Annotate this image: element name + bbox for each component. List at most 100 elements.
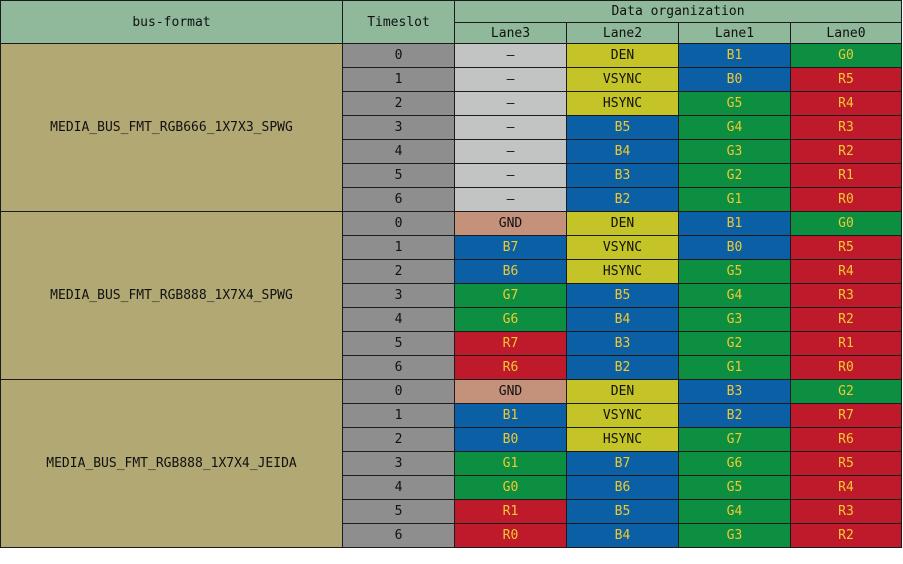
table-row: 4 G6 B4 G3 R2 <box>1 307 902 332</box>
lane2-cell: B4 <box>566 307 679 332</box>
table-row: 2 B6 HSYNC G5 R4 <box>1 259 902 284</box>
lane2-cell: B4 <box>566 523 679 548</box>
lane3-cell: GND <box>454 211 567 236</box>
lane1-cell: G4 <box>678 283 791 308</box>
timeslot-cell: 2 <box>342 91 455 116</box>
bus-format-cell: MEDIA_BUS_FMT_RGB666_1X7X3_SPWG <box>0 43 343 212</box>
lane1-cell: G1 <box>678 187 791 212</box>
timeslot-cell: 6 <box>342 523 455 548</box>
timeslot-cell: 3 <box>342 451 455 476</box>
lane0-header: Lane0 <box>790 22 902 44</box>
lane1-cell: G3 <box>678 139 791 164</box>
lane3-cell: — <box>454 163 567 188</box>
timeslot-cell: 4 <box>342 307 455 332</box>
table-row: 3— B5 G4 R3 <box>1 115 902 140</box>
lane0-cell: R0 <box>790 187 902 212</box>
table-row: 1 B1 VSYNC B2 R7 <box>1 403 902 428</box>
lane0-cell: R5 <box>790 235 902 260</box>
lane1-cell: G2 <box>678 331 791 356</box>
timeslot-cell: 0 <box>342 379 455 404</box>
lane0-cell: G0 <box>790 43 902 68</box>
lane3-cell: G1 <box>454 451 567 476</box>
timeslot-cell: 1 <box>342 235 455 260</box>
lane0-cell: R1 <box>790 331 902 356</box>
table-row: MEDIA_BUS_FMT_RGB888_1X7X4_SPWG 0 GND DEN B1… <box>0 211 902 380</box>
lane0-cell: R2 <box>790 307 902 332</box>
lane2-cell: VSYNC <box>566 67 679 92</box>
timeslot-cell: 4 <box>342 475 455 500</box>
lane3-cell: B7 <box>454 235 567 260</box>
lane1-cell: B1 <box>678 43 791 68</box>
lane3-cell: G6 <box>454 307 567 332</box>
lane0-cell: R3 <box>790 115 902 140</box>
bus-format-cell: MEDIA_BUS_FMT_RGB888_1X7X4_JEIDA <box>0 379 343 548</box>
lane3-cell: — <box>454 91 567 116</box>
table-row: 6— B2 G1 R0 <box>1 187 902 212</box>
lane3-cell: R7 <box>454 331 567 356</box>
lane0-cell: R2 <box>790 139 902 164</box>
lane3-cell: R1 <box>454 499 567 524</box>
timeslot-cell: 5 <box>342 331 455 356</box>
lane0-cell: R4 <box>790 91 902 116</box>
timeslot-cell: 3 <box>342 283 455 308</box>
lane1-cell: G4 <box>678 499 791 524</box>
lane0-cell: G2 <box>790 379 902 404</box>
timeslot-header: Timeslot <box>342 0 455 44</box>
lane3-cell: — <box>454 139 567 164</box>
lane2-cell: HSYNC <box>566 427 679 452</box>
timeslot-cell: 3 <box>342 115 455 140</box>
lane2-cell: B2 <box>566 355 679 380</box>
lane3-cell: — <box>454 187 567 212</box>
lane1-cell: B0 <box>678 67 791 92</box>
table-row: 5 R1 B5 G4 R3 <box>1 499 902 524</box>
lane0-cell: R2 <box>790 523 902 548</box>
lane2-cell: B5 <box>566 115 679 140</box>
lane0-cell: R5 <box>790 451 902 476</box>
lvds-bus-format-table: bus-format Timeslot Data organization La… <box>0 0 902 548</box>
lane1-cell: G7 <box>678 427 791 452</box>
table-row: MEDIA_BUS_FMT_RGB888_1X7X4_JEIDA 0 GND DEN B… <box>0 379 902 548</box>
lane0-cell: R0 <box>790 355 902 380</box>
timeslot-cell: 2 <box>342 427 455 452</box>
lane2-cell: B3 <box>566 163 679 188</box>
lane1-cell: G4 <box>678 115 791 140</box>
lane0-cell: R1 <box>790 163 902 188</box>
lane2-cell: HSYNC <box>566 91 679 116</box>
lane1-cell: G5 <box>678 259 791 284</box>
lane2-cell: B6 <box>566 475 679 500</box>
lane3-cell: R0 <box>454 523 567 548</box>
lane2-cell: B7 <box>566 451 679 476</box>
lane3-header: Lane3 <box>454 22 567 44</box>
lane2-cell: VSYNC <box>566 403 679 428</box>
lane3-cell: G7 <box>454 283 567 308</box>
lane2-cell: DEN <box>566 211 679 236</box>
lane1-cell: G5 <box>678 91 791 116</box>
timeslot-cell: 4 <box>342 139 455 164</box>
lane0-cell: R6 <box>790 427 902 452</box>
lane1-cell: G5 <box>678 475 791 500</box>
lane3-cell: B0 <box>454 427 567 452</box>
timeslot-cell: 6 <box>342 187 455 212</box>
lane3-cell: G0 <box>454 475 567 500</box>
lane2-cell: VSYNC <box>566 235 679 260</box>
lane3-cell: B1 <box>454 403 567 428</box>
table-row: 5 R7 B3 G2 R1 <box>1 331 902 356</box>
table-row: 2— HSYNC G5 R4 <box>1 91 902 116</box>
timeslot-cell: 6 <box>342 355 455 380</box>
lane3-cell: B6 <box>454 259 567 284</box>
lane0-cell: G0 <box>790 211 902 236</box>
table-row: 6 R6 B2 G1 R0 <box>1 355 902 380</box>
lane2-cell: B2 <box>566 187 679 212</box>
lane1-cell: B0 <box>678 235 791 260</box>
lane1-cell: B3 <box>678 379 791 404</box>
lane2-cell: B3 <box>566 331 679 356</box>
table-row: 4 G0 B6 G5 R4 <box>1 475 902 500</box>
lane0-cell: R3 <box>790 499 902 524</box>
lane2-cell: B5 <box>566 499 679 524</box>
table-row: 1 B7 VSYNC B0 R5 <box>1 235 902 260</box>
lane0-cell: R3 <box>790 283 902 308</box>
lane2-cell: B4 <box>566 139 679 164</box>
timeslot-cell: 2 <box>342 259 455 284</box>
lane3-cell: — <box>454 115 567 140</box>
lane2-cell: DEN <box>566 379 679 404</box>
